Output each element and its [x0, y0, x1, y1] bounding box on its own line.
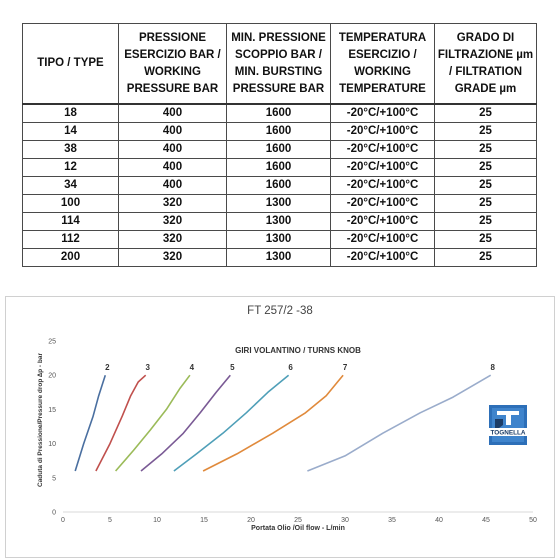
cell-temperature: -20°C/+100°C	[330, 176, 435, 195]
cell-working-pressure: 400	[118, 140, 227, 159]
cell-working-pressure: 400	[118, 176, 227, 195]
chart-frame	[5, 296, 555, 558]
cell-temperature: -20°C/+100°C	[330, 122, 435, 141]
cell-filtration: 25	[434, 140, 537, 159]
cell-working-pressure: 320	[118, 194, 227, 213]
table-row: 12 400 1600 -20°C/+100°C 25	[22, 158, 537, 177]
cell-burst-pressure: 1600	[226, 158, 331, 177]
cell-filtration: 25	[434, 248, 537, 267]
table-body: 18 400 1600 -20°C/+100°C 25 14 400 1600 -20°C/+1…	[22, 103, 537, 267]
cell-temperature: -20°C/+100°C	[330, 248, 435, 267]
cell-burst-pressure: 1600	[226, 122, 331, 141]
specifications-table: TIPO / TYPE PRESSIONE ESERCIZIO BAR / WORK…	[22, 23, 537, 267]
header-filtration-grade: GRADO DI FILTRAZIONE µm / FILTRATION GRADE …	[434, 23, 537, 105]
tognella-logo: TOGNELLA	[489, 405, 527, 445]
cell-burst-pressure: 1600	[226, 176, 331, 195]
cell-burst-pressure: 1300	[226, 194, 331, 213]
cell-temperature: -20°C/+100°C	[330, 212, 435, 231]
cell-burst-pressure: 1600	[226, 140, 331, 159]
cell-temperature: -20°C/+100°C	[330, 230, 435, 249]
cell-working-pressure: 400	[118, 158, 227, 177]
table-row: 114 320 1300 -20°C/+100°C 25	[22, 212, 537, 231]
table-row: 200 320 1300 -20°C/+100°C 25	[22, 248, 537, 267]
table-row: 38 400 1600 -20°C/+100°C 25	[22, 140, 537, 159]
cell-type: 34	[22, 176, 119, 195]
table-row: 34 400 1600 -20°C/+100°C 25	[22, 176, 537, 195]
cell-burst-pressure: 1600	[226, 103, 331, 123]
header-type: TIPO / TYPE	[22, 23, 119, 105]
cell-type: 38	[22, 140, 119, 159]
cell-type: 18	[22, 103, 119, 123]
cell-working-pressure: 400	[118, 122, 227, 141]
cell-type: 14	[22, 122, 119, 141]
cell-working-pressure: 320	[118, 230, 227, 249]
cell-filtration: 25	[434, 122, 537, 141]
cell-filtration: 25	[434, 103, 537, 123]
cell-temperature: -20°C/+100°C	[330, 158, 435, 177]
cell-burst-pressure: 1300	[226, 212, 331, 231]
cell-filtration: 25	[434, 194, 537, 213]
header-working-pressure: PRESSIONE ESERCIZIO BAR / WORKING PRESSURE …	[118, 23, 227, 105]
cell-working-pressure: 320	[118, 212, 227, 231]
cell-type: 200	[22, 248, 119, 267]
logo-text: TOGNELLA	[490, 430, 525, 437]
cell-working-pressure: 400	[118, 103, 227, 123]
header-temperature: TEMPERATURA ESERCIZIO / WORKING TEMPERATURE	[330, 23, 435, 105]
cell-burst-pressure: 1300	[226, 230, 331, 249]
cell-filtration: 25	[434, 176, 537, 195]
cell-filtration: 25	[434, 158, 537, 177]
cell-temperature: -20°C/+100°C	[330, 140, 435, 159]
cell-type: 112	[22, 230, 119, 249]
table-header-row: TIPO / TYPE PRESSIONE ESERCIZIO BAR / WORK…	[22, 23, 537, 105]
cell-filtration: 25	[434, 212, 537, 231]
cell-type: 114	[22, 212, 119, 231]
cell-temperature: -20°C/+100°C	[330, 103, 435, 123]
table-row: 112 320 1300 -20°C/+100°C 25	[22, 230, 537, 249]
table-row: 14 400 1600 -20°C/+100°C 25	[22, 122, 537, 141]
cell-type: 12	[22, 158, 119, 177]
cell-working-pressure: 320	[118, 248, 227, 267]
header-burst-pressure: MIN. PRESSIONE SCOPPIO BAR / MIN. BURSTING…	[226, 23, 331, 105]
cell-temperature: -20°C/+100°C	[330, 194, 435, 213]
cell-type: 100	[22, 194, 119, 213]
cell-filtration: 25	[434, 230, 537, 249]
cell-burst-pressure: 1300	[226, 248, 331, 267]
table-row: 100 320 1300 -20°C/+100°C 25	[22, 194, 537, 213]
table-row: 18 400 1600 -20°C/+100°C 25	[22, 103, 537, 123]
